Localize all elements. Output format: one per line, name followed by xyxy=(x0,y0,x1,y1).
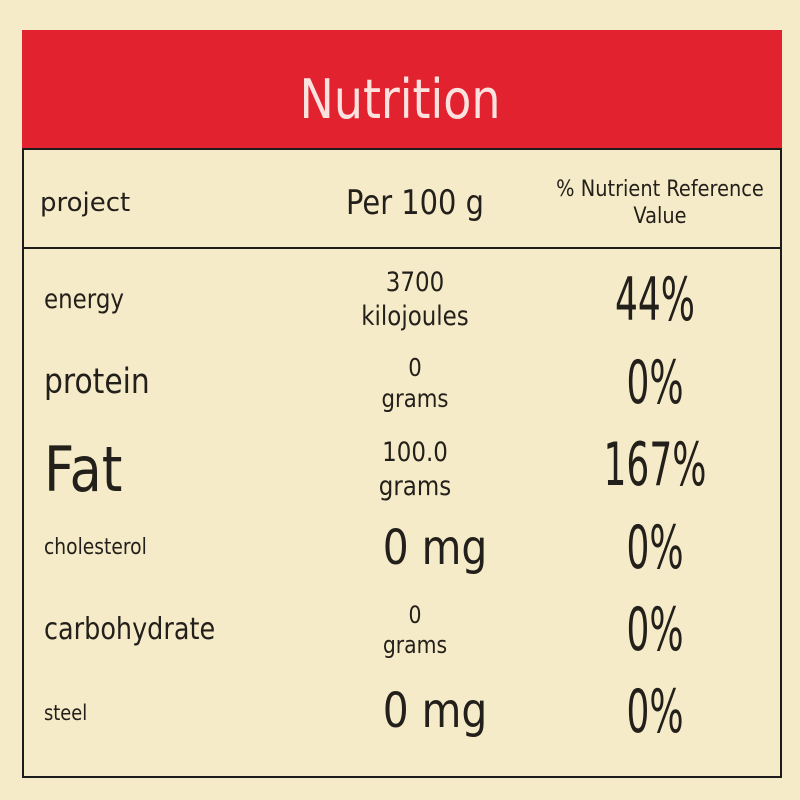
table-border xyxy=(22,148,782,778)
nrv: 0% xyxy=(626,347,684,418)
nrv: 0% xyxy=(626,676,684,747)
nutrient-name: Fat xyxy=(44,433,123,507)
amount-line: 3700 xyxy=(385,267,445,299)
nutrient-name: protein xyxy=(44,362,150,403)
amount-line: 0 mg xyxy=(382,520,488,576)
nutrient-name: carbohydrate xyxy=(44,612,216,648)
amount: 0 grams xyxy=(317,345,513,421)
column-header: project xyxy=(40,187,131,218)
nrv: 0% xyxy=(626,512,684,583)
nutrient-name: energy xyxy=(44,284,124,316)
column-header: % Nutrient Reference Value xyxy=(556,176,764,230)
nutrient-name: steel xyxy=(44,700,88,725)
amount-line: grams xyxy=(378,471,452,502)
nrv: 167% xyxy=(603,429,707,500)
amount-line: 100.0 xyxy=(382,437,448,469)
nrv: 0% xyxy=(626,594,684,665)
amount-line: kilojoules xyxy=(361,301,469,332)
title: Nutrition xyxy=(299,68,501,131)
amount: 3700 kilojoules xyxy=(317,262,513,338)
amount: 0 mg xyxy=(337,515,533,581)
title-banner xyxy=(22,30,782,148)
column-header: Per 100 g xyxy=(346,182,484,223)
amount-line: 0 xyxy=(408,601,422,629)
amount: 0 grams xyxy=(317,592,513,668)
amount: 0 mg xyxy=(337,678,533,744)
header-divider xyxy=(22,247,782,249)
amount-line: grams xyxy=(382,631,448,659)
amount-line: 0 mg xyxy=(382,683,488,739)
amount: 100.0 grams xyxy=(317,425,513,515)
nutrient-name: cholesterol xyxy=(44,535,147,561)
amount-line: 0 xyxy=(408,352,422,382)
amount-line: grams xyxy=(381,384,449,413)
nrv: 44% xyxy=(614,264,696,335)
